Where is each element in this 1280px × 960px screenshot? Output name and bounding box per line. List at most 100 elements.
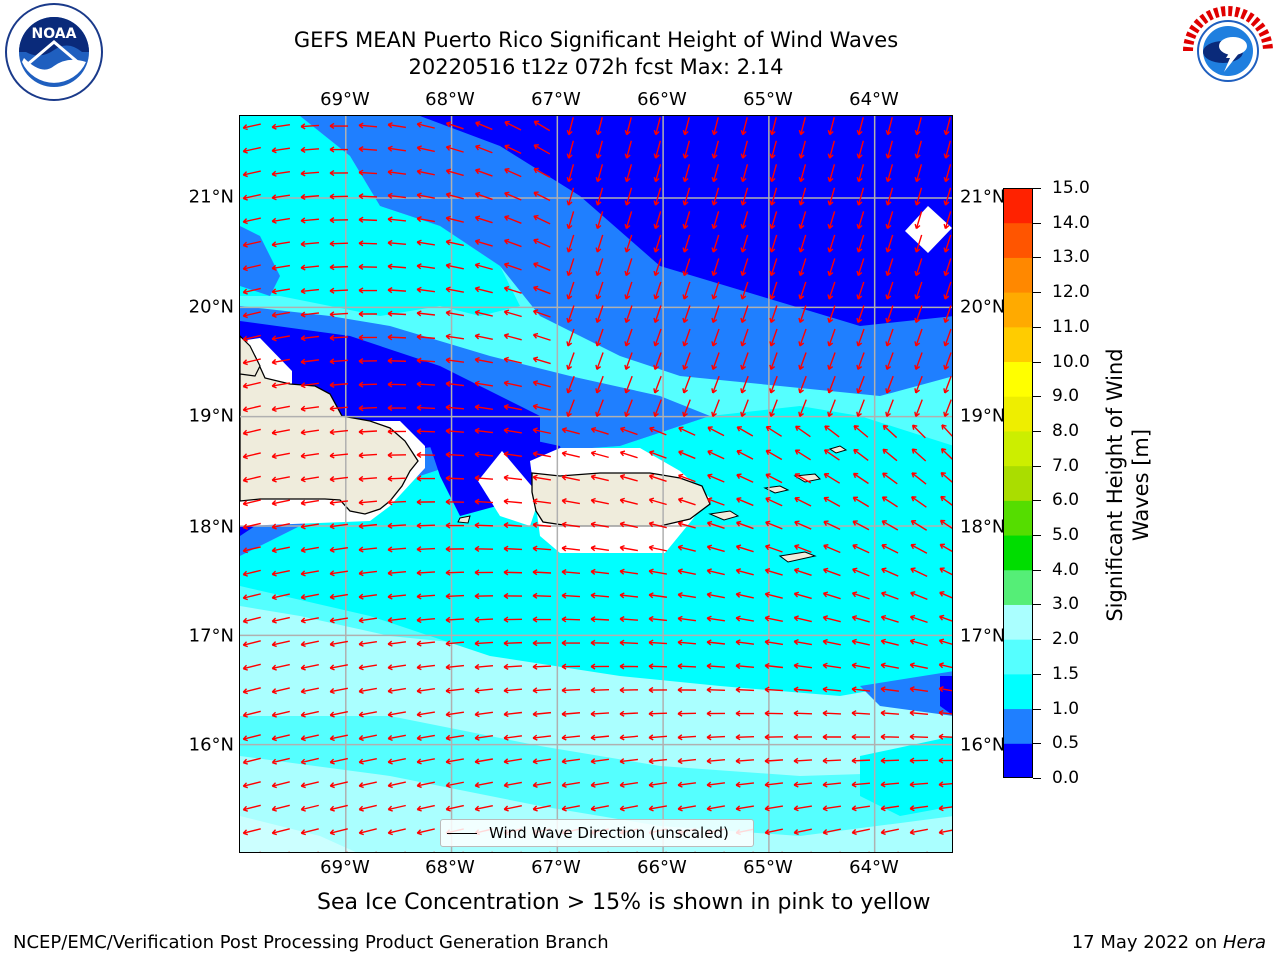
wave-direction-arrow (880, 828, 899, 836)
wave-direction-arrow (358, 405, 378, 412)
wave-direction-arrow (885, 399, 894, 417)
wave-direction-arrow (793, 733, 813, 741)
wave-direction-arrow (300, 358, 320, 365)
wave-direction-arrow (387, 428, 407, 435)
wave-direction-arrow (939, 852, 953, 853)
wave-direction-arrow (740, 187, 749, 206)
lon-label-top: 68°W (425, 89, 475, 110)
wave-direction-arrow (911, 448, 927, 462)
wave-direction-arrow (896, 851, 899, 852)
wave-direction-arrow (416, 569, 436, 576)
wave-direction-arrow (736, 473, 754, 483)
colorbar-segment (1003, 222, 1033, 258)
wave-direction-arrow (329, 617, 348, 624)
wave-direction-arrow (678, 450, 696, 460)
wave-direction-arrow (271, 828, 290, 836)
wave-direction-arrow (711, 258, 720, 277)
wave-direction-arrow (914, 399, 923, 417)
wave-direction-arrow (416, 616, 436, 624)
wave-direction-arrow (880, 662, 899, 669)
wave-band-0-0-0-5-se (940, 676, 952, 715)
wave-direction-arrow (242, 569, 261, 577)
wave-direction-arrow (827, 258, 836, 277)
wave-direction-arrow (793, 757, 813, 764)
wave-direction-arrow (242, 757, 261, 765)
colorbar-tick-label: 7.0 (1052, 455, 1080, 476)
wave-direction-arrow (648, 686, 668, 694)
wave-direction-arrow (827, 281, 836, 300)
colorbar-tick-mark (1033, 604, 1041, 606)
wave-direction-arrow (358, 169, 378, 176)
wave-direction-arrow (300, 382, 320, 389)
wave-direction-arrow (735, 805, 754, 812)
wave-direction-arrow (503, 640, 523, 647)
wave-direction-arrow (822, 638, 841, 646)
wave-direction-arrow (764, 781, 784, 788)
wave-direction-arrow (242, 146, 261, 154)
wave-direction-arrow (532, 663, 552, 670)
wave-direction-arrow (271, 523, 290, 530)
wave-direction-arrow (653, 211, 662, 230)
wave-direction-arrow (793, 781, 813, 788)
wave-direction-arrow (707, 497, 725, 506)
wave-direction-arrow (764, 639, 783, 646)
wave-direction-arrow (329, 546, 349, 553)
wave-direction-arrow (300, 452, 320, 459)
wave-direction-arrow (624, 328, 633, 347)
wave-direction-arrow (300, 405, 320, 412)
wave-direction-arrow (358, 358, 378, 365)
virgin-islands (763, 485, 790, 494)
wave-direction-arrow (822, 591, 841, 600)
colorbar-segment (1003, 500, 1033, 536)
wave-direction-arrow (445, 404, 465, 411)
wave-direction-arrow (769, 234, 778, 253)
wave-direction-arrow (474, 262, 493, 271)
wave-direction-arrow (914, 117, 922, 136)
wave-direction-arrow (590, 616, 610, 623)
wave-direction-arrow (416, 828, 435, 836)
wave-direction-arrow (329, 264, 349, 271)
wave-direction-arrow (943, 258, 952, 277)
wave-direction-arrow (653, 352, 662, 371)
wave-direction-arrow (504, 144, 522, 154)
wave-direction-arrow (822, 710, 842, 717)
colorbar-tick-mark (1033, 778, 1041, 779)
wave-direction-arrow (387, 664, 407, 671)
wave-direction-arrow (561, 639, 581, 647)
wave-direction-arrow (561, 663, 581, 670)
wave-direction-arrow (242, 452, 261, 460)
colorbar-tick-label: 14.0 (1052, 212, 1090, 233)
colorbar-tick-label: 9.0 (1052, 386, 1080, 407)
wave-direction-arrow (503, 758, 522, 765)
wave-direction-arrow (682, 352, 691, 371)
wave-direction-arrow (798, 258, 807, 277)
wave-direction-arrow (677, 757, 697, 765)
wave-direction-arrow (416, 121, 435, 129)
wave-direction-arrow (793, 639, 812, 646)
wave-direction-arrow (532, 474, 551, 481)
wave-direction-arrow (590, 663, 610, 670)
wave-direction-arrow (387, 617, 407, 624)
wave-direction-arrow (677, 781, 697, 788)
wave-direction-arrow (358, 381, 378, 388)
wave-direction-arrow (769, 305, 778, 324)
wave-direction-arrow (706, 544, 725, 553)
colorbar-tick-mark (1033, 222, 1041, 224)
wave-direction-arrow (595, 258, 604, 277)
colorbar-segment (1003, 743, 1033, 778)
wave-direction-arrow (880, 638, 899, 646)
wave-direction-arrow (445, 522, 465, 529)
wave-direction-arrow (358, 499, 378, 506)
wave-direction-arrow (358, 522, 378, 530)
wave-direction-arrow (649, 426, 667, 436)
wave-direction-arrow (909, 757, 929, 764)
wave-direction-arrow (939, 567, 952, 576)
wave-direction-arrow (590, 734, 610, 741)
wave-direction-arrow (300, 146, 320, 153)
wave-direction-arrow (416, 286, 436, 293)
wave-direction-arrow (885, 164, 894, 183)
wave-direction-arrow (885, 234, 894, 253)
wave-direction-arrow (943, 140, 952, 159)
wave-direction-arrow (242, 522, 261, 530)
map-panel[interactable]: Wind Wave Direction (unscaled) (239, 115, 953, 853)
